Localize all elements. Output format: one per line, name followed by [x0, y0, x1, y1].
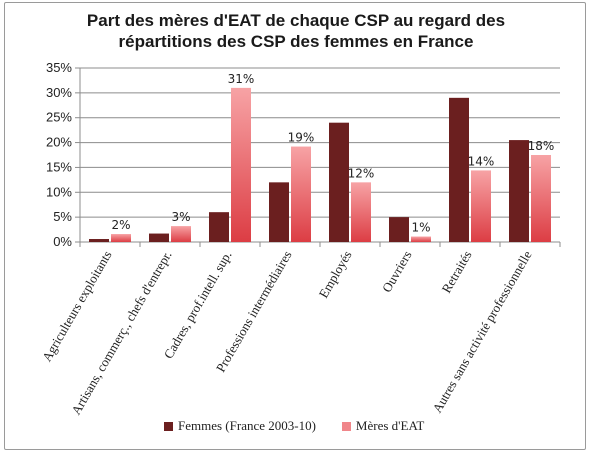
legend-label-meres: Mères d'EAT — [355, 418, 425, 433]
bar-femmes — [269, 182, 289, 242]
chart-title: Part des mères d'EAT de chaque CSP au re… — [0, 10, 592, 52]
bar-meres-eat — [111, 234, 131, 242]
data-label: 31% — [228, 72, 255, 86]
bar-meres-eat — [471, 170, 491, 242]
data-label: 18% — [528, 139, 555, 153]
data-label: 19% — [288, 131, 315, 145]
legend-item-meres: Mères d'EAT — [341, 418, 425, 434]
bar-femmes — [389, 217, 409, 242]
data-label: 1% — [411, 221, 430, 235]
bar-meres-eat — [171, 226, 191, 242]
bar-femmes — [89, 239, 109, 242]
bar-femmes — [209, 212, 229, 242]
y-tick-label: 15% — [46, 159, 72, 174]
bar-meres-eat — [411, 236, 431, 242]
bar-femmes — [449, 97, 469, 242]
bar-meres-eat — [231, 87, 251, 242]
legend: Femmes (France 2003-10) Mères d'EAT — [164, 418, 450, 434]
y-tick-label: 20% — [46, 135, 72, 150]
x-category-label: Artisans, commerç., chefs d'entrepr. — [68, 248, 174, 417]
legend-swatch-femmes — [164, 421, 173, 431]
data-label: 12% — [348, 166, 375, 180]
x-category-label: Ouvriers — [379, 248, 415, 295]
legend-swatch-meres — [341, 421, 351, 431]
bar-femmes — [329, 122, 349, 242]
x-category-label: Cadres, prof.intell. sup. — [161, 248, 235, 361]
data-label: 14% — [468, 154, 495, 168]
data-label: 2% — [111, 218, 130, 232]
bar-meres-eat — [291, 146, 311, 242]
y-tick-label: 10% — [46, 184, 72, 199]
x-category-label: Agriculteurs exploitants — [39, 248, 115, 364]
legend-item-femmes: Femmes (France 2003-10) — [164, 418, 316, 434]
x-category-label: Employés — [316, 248, 355, 301]
y-tick-label: 35% — [46, 60, 72, 75]
bar-femmes — [509, 140, 529, 242]
legend-label-femmes: Femmes (France 2003-10) — [178, 418, 316, 433]
y-tick-label: 0% — [53, 234, 72, 249]
x-category-label: Retraités — [438, 248, 474, 296]
bar-femmes — [149, 233, 169, 242]
y-tick-label: 30% — [46, 85, 72, 100]
bar-meres-eat — [351, 182, 371, 242]
chart-title-line-1: Part des mères d'EAT de chaque CSP au re… — [86, 11, 506, 30]
y-tick-label: 5% — [53, 209, 72, 224]
y-tick-label: 25% — [46, 110, 72, 125]
bar-meres-eat — [531, 155, 551, 242]
x-category-label: Autres sans activité professionnelle — [429, 248, 534, 415]
data-label: 3% — [171, 210, 190, 224]
chart-title-line-2: répartitions des CSP des femmes en Franc… — [118, 32, 474, 51]
